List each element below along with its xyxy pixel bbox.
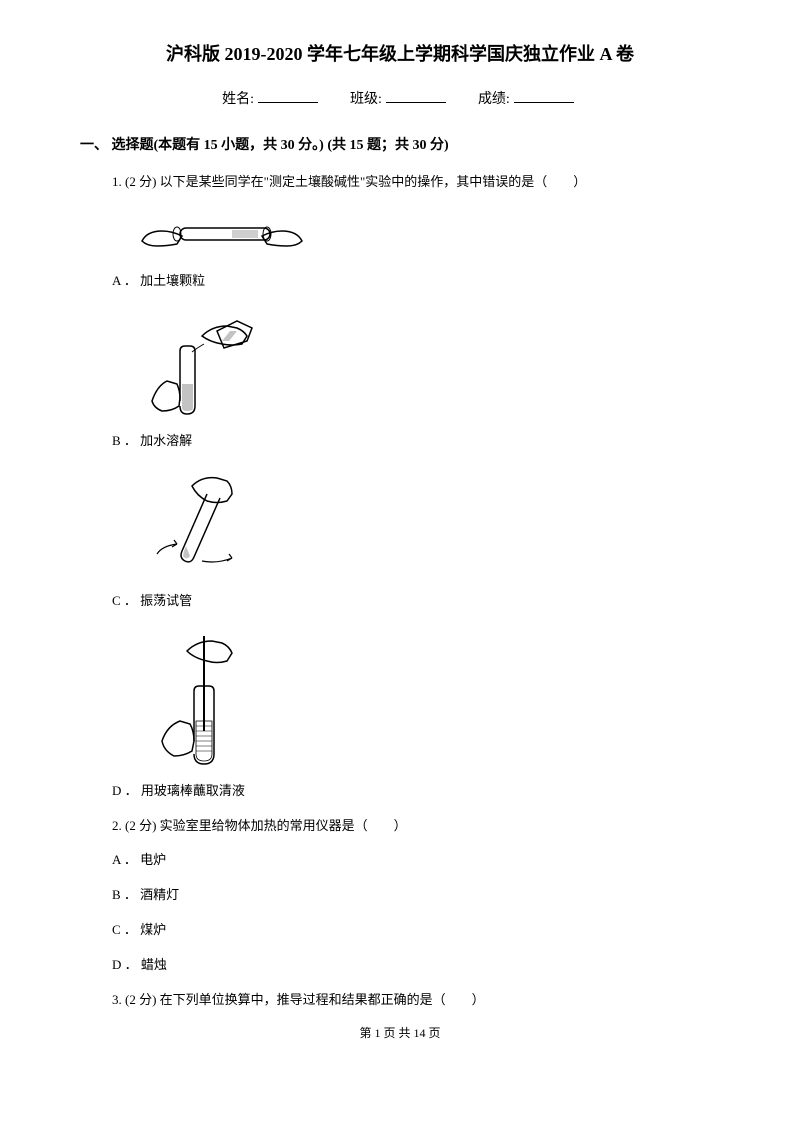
question-1: 1. (2 分) 以下是某些同学在"测定土壤酸碱性"实验中的操作，其中错误的是（… (112, 172, 720, 193)
score-blank (514, 89, 574, 103)
q1-image-d (132, 626, 720, 771)
name-label: 姓名: (222, 92, 254, 107)
q2-option-c: C ． 煤炉 (112, 920, 720, 941)
glass-rod-dip-icon (132, 626, 262, 771)
name-blank (258, 89, 318, 103)
shake-tube-icon (132, 466, 282, 581)
q2-option-a: A ． 电炉 (112, 850, 720, 871)
question-2: 2. (2 分) 实验室里给物体加热的常用仪器是（ ） (112, 816, 720, 837)
q1-image-b (132, 306, 720, 421)
score-label: 成绩: (478, 92, 510, 107)
q1-option-b: B ． 加水溶解 (112, 431, 720, 452)
test-tube-horizontal-icon (132, 206, 312, 261)
page-title: 沪科版 2019-2020 学年七年级上学期科学国庆独立作业 A 卷 (80, 40, 720, 69)
section-title: 一、 选择题(本题有 15 小题，共 30 分。) (共 15 题；共 30 分… (80, 135, 720, 157)
q1-image-a (132, 206, 720, 261)
pouring-water-icon (132, 306, 272, 421)
class-blank (386, 89, 446, 103)
q2-option-d: D ． 蜡烛 (112, 955, 720, 976)
class-label: 班级: (350, 92, 382, 107)
student-info-line: 姓名: 班级: 成绩: (80, 89, 720, 111)
q2-option-b: B ． 酒精灯 (112, 885, 720, 906)
question-3: 3. (2 分) 在下列单位换算中，推导过程和结果都正确的是（ ） (112, 990, 720, 1011)
q1-option-d: D ． 用玻璃棒蘸取清液 (112, 781, 720, 802)
page-footer: 第 1 页 共 14 页 (80, 1024, 720, 1043)
q1-image-c (132, 466, 720, 581)
q1-option-c: C ． 振荡试管 (112, 591, 720, 612)
q1-option-a: A ． 加土壤颗粒 (112, 271, 720, 292)
